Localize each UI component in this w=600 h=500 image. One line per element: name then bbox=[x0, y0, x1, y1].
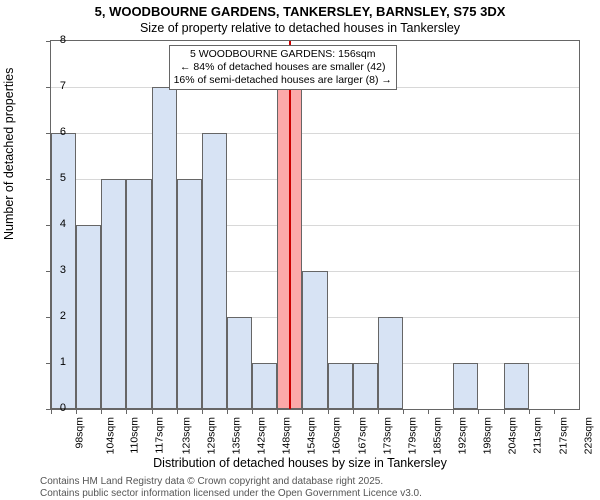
bar bbox=[378, 317, 403, 409]
y-tick-mark bbox=[46, 87, 51, 88]
bar bbox=[152, 87, 177, 409]
x-tick-label: 179sqm bbox=[406, 417, 418, 454]
x-tick-mark bbox=[478, 409, 479, 414]
y-axis-label: Number of detached properties bbox=[2, 68, 16, 240]
x-tick-label: 142sqm bbox=[255, 417, 267, 454]
x-tick-mark bbox=[177, 409, 178, 414]
y-tick-label: 1 bbox=[60, 356, 66, 368]
footer-copyright-1: Contains HM Land Registry data © Crown c… bbox=[40, 476, 383, 487]
y-tick-label: 5 bbox=[60, 172, 66, 184]
annotation-line2: ← 84% of detached houses are smaller (42… bbox=[174, 61, 392, 74]
x-tick-label: 110sqm bbox=[129, 417, 141, 454]
x-tick-mark bbox=[227, 409, 228, 414]
x-tick-mark bbox=[529, 409, 530, 414]
x-tick-label: 123sqm bbox=[180, 417, 192, 454]
x-tick-mark bbox=[403, 409, 404, 414]
x-tick-label: 117sqm bbox=[154, 417, 166, 454]
x-tick-label: 135sqm bbox=[230, 417, 242, 454]
chart-title-main: 5, WOODBOURNE GARDENS, TANKERSLEY, BARNS… bbox=[0, 4, 600, 19]
x-tick-label: 204sqm bbox=[507, 417, 519, 454]
x-tick-label: 160sqm bbox=[331, 417, 343, 454]
x-tick-mark bbox=[353, 409, 354, 414]
bar bbox=[126, 179, 151, 409]
x-tick-mark bbox=[202, 409, 203, 414]
x-tick-mark bbox=[252, 409, 253, 414]
x-tick-mark bbox=[76, 409, 77, 414]
y-tick-label: 6 bbox=[60, 126, 66, 138]
y-tick-label: 2 bbox=[60, 310, 66, 322]
x-tick-mark bbox=[554, 409, 555, 414]
x-tick-mark bbox=[51, 409, 52, 414]
bar bbox=[252, 363, 277, 409]
x-tick-mark bbox=[453, 409, 454, 414]
y-tick-mark bbox=[46, 41, 51, 42]
bar bbox=[453, 363, 478, 409]
x-tick-mark bbox=[302, 409, 303, 414]
y-tick-label: 0 bbox=[60, 402, 66, 414]
x-tick-mark bbox=[152, 409, 153, 414]
x-tick-label: 192sqm bbox=[457, 417, 469, 454]
y-tick-label: 7 bbox=[60, 80, 66, 92]
bar bbox=[101, 179, 126, 409]
x-tick-label: 104sqm bbox=[105, 417, 117, 454]
x-tick-mark bbox=[126, 409, 127, 414]
x-tick-mark bbox=[504, 409, 505, 414]
reference-vline bbox=[289, 41, 291, 409]
y-tick-label: 3 bbox=[60, 264, 66, 276]
annotation-box: 5 WOODBOURNE GARDENS: 156sqm ← 84% of de… bbox=[169, 45, 397, 90]
bar bbox=[302, 271, 327, 409]
chart-title-sub: Size of property relative to detached ho… bbox=[0, 21, 600, 35]
x-tick-label: 198sqm bbox=[482, 417, 494, 454]
y-tick-label: 4 bbox=[60, 218, 66, 230]
bar bbox=[76, 225, 101, 409]
bar bbox=[177, 179, 202, 409]
x-tick-label: 185sqm bbox=[431, 417, 443, 454]
bar bbox=[328, 363, 353, 409]
bar bbox=[504, 363, 529, 409]
x-tick-label: 211sqm bbox=[531, 417, 543, 454]
annotation-line1: 5 WOODBOURNE GARDENS: 156sqm bbox=[174, 48, 392, 61]
bar bbox=[227, 317, 252, 409]
x-tick-mark bbox=[428, 409, 429, 414]
x-axis-label: Distribution of detached houses by size … bbox=[0, 456, 600, 470]
x-tick-label: 223sqm bbox=[582, 417, 594, 454]
x-tick-label: 173sqm bbox=[381, 417, 393, 454]
x-tick-mark bbox=[277, 409, 278, 414]
x-tick-label: 167sqm bbox=[356, 417, 368, 454]
y-tick-label: 8 bbox=[60, 34, 66, 46]
x-tick-mark bbox=[378, 409, 379, 414]
x-tick-mark bbox=[101, 409, 102, 414]
bar bbox=[202, 133, 227, 409]
x-tick-label: 217sqm bbox=[557, 417, 569, 454]
x-tick-mark bbox=[328, 409, 329, 414]
chart-plot-area: 98sqm104sqm110sqm117sqm123sqm129sqm135sq… bbox=[50, 40, 580, 410]
x-tick-label: 154sqm bbox=[306, 417, 318, 454]
bar bbox=[353, 363, 378, 409]
annotation-line3: 16% of semi-detached houses are larger (… bbox=[174, 74, 392, 87]
x-tick-label: 98sqm bbox=[74, 417, 86, 449]
x-tick-label: 148sqm bbox=[281, 417, 293, 454]
x-tick-label: 129sqm bbox=[205, 417, 217, 454]
footer-copyright-2: Contains public sector information licen… bbox=[40, 488, 422, 499]
gridline bbox=[51, 133, 579, 134]
